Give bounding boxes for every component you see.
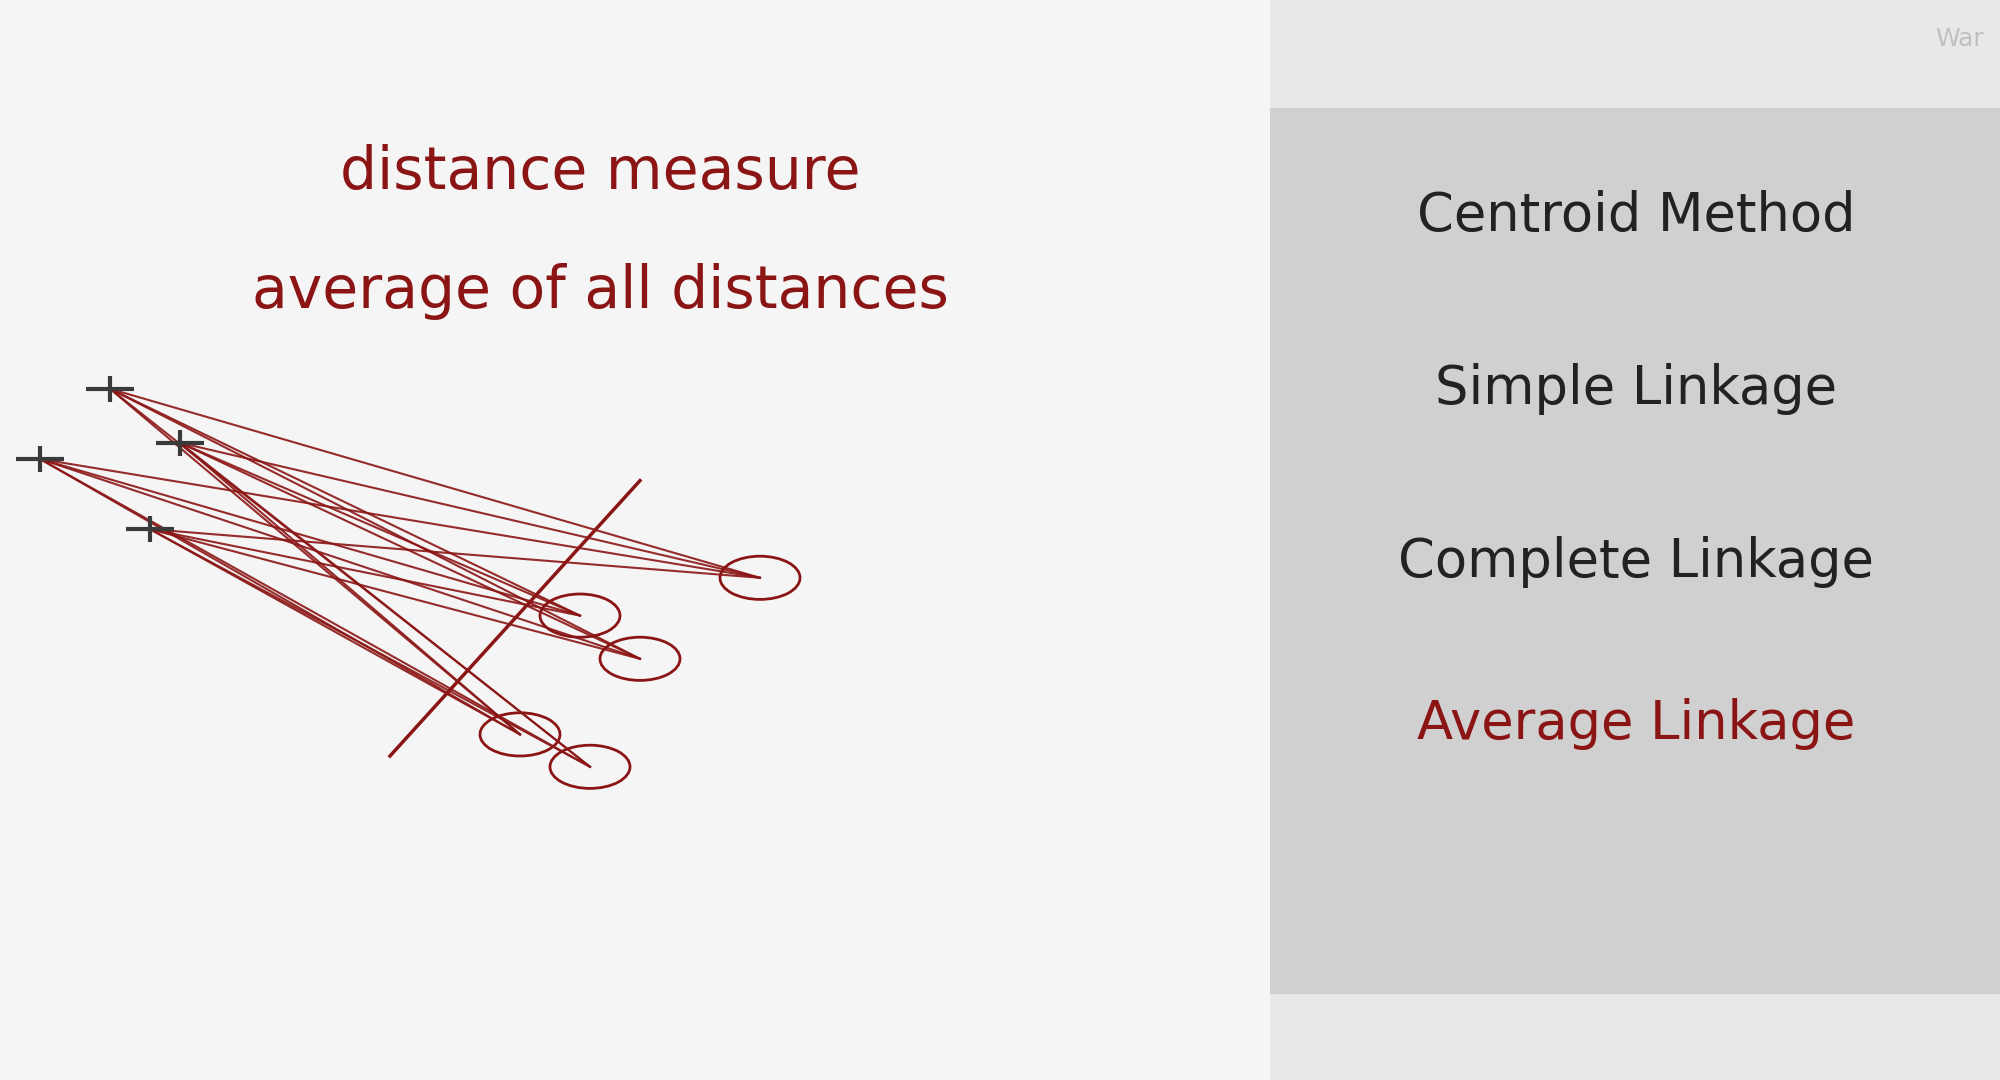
- Text: average of all distances: average of all distances: [252, 264, 948, 320]
- Text: War: War: [1936, 27, 1984, 51]
- Text: Simple Linkage: Simple Linkage: [1436, 363, 1836, 415]
- FancyBboxPatch shape: [0, 0, 1270, 1080]
- Text: Complete Linkage: Complete Linkage: [1398, 536, 1874, 588]
- FancyBboxPatch shape: [1270, 108, 2000, 994]
- Text: distance measure: distance measure: [340, 145, 860, 201]
- Text: Average Linkage: Average Linkage: [1416, 698, 1856, 750]
- Text: Centroid Method: Centroid Method: [1416, 190, 1856, 242]
